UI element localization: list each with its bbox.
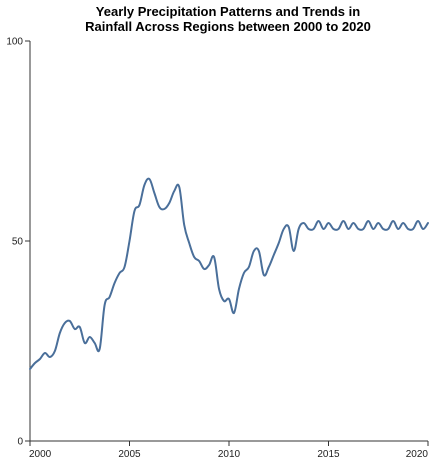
series-layer [29,177,429,370]
x-tick-label: 2015 [317,449,340,460]
x-tick-label: 2020 [406,449,429,460]
x-tick-label: 2010 [218,449,241,460]
y-tick-label: 50 [12,237,24,248]
y-tick-label: 100 [6,37,23,48]
series-line-0 [29,177,429,370]
chart-title-line-2: Rainfall Across Regions between 2000 to … [85,19,371,34]
axes: 0 50 100 2000 2005 2010 2015 2020 [6,37,429,460]
chart-title-line-1: Yearly Precipitation Patterns and Trends… [96,4,360,19]
y-tick-label: 0 [17,437,23,448]
x-tick-label: 2005 [118,449,141,460]
x-tick-label: 2000 [29,449,52,460]
